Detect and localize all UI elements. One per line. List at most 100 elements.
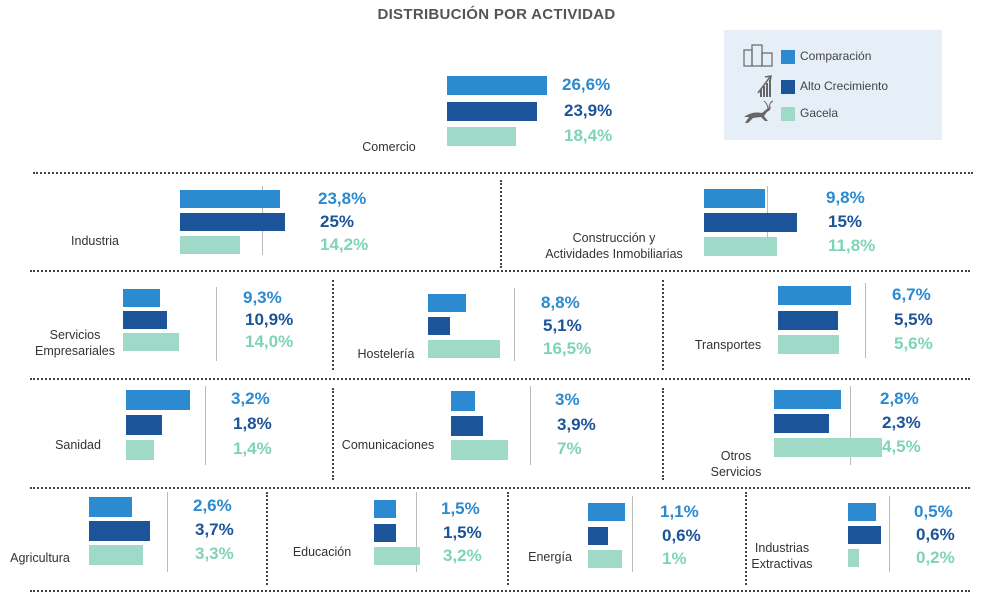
wifi-icon bbox=[370, 392, 420, 434]
value-alto-crecimiento: 3,7% bbox=[195, 520, 234, 539]
value-comparacion: 9,3% bbox=[243, 288, 282, 307]
value-alto-crecimiento: 1,5% bbox=[443, 523, 482, 542]
value-comparacion: 3,2% bbox=[231, 389, 270, 408]
value-alto-crecimiento: 5,1% bbox=[543, 316, 582, 335]
row-separator bbox=[30, 378, 970, 380]
bar-alto-crecimiento bbox=[89, 521, 150, 541]
column-separator bbox=[507, 492, 509, 585]
bar-comparacion bbox=[428, 294, 466, 312]
bar-gacela bbox=[774, 438, 882, 457]
barrier-icon bbox=[780, 497, 828, 539]
value-comparacion: 1,5% bbox=[441, 499, 480, 518]
bar-comparacion bbox=[774, 390, 841, 409]
value-gacela: 16,5% bbox=[543, 339, 592, 358]
value-alto-crecimiento: 5,5% bbox=[894, 310, 933, 329]
reference-line bbox=[216, 287, 217, 361]
reference-line bbox=[865, 283, 866, 358]
value-comparacion: 9,8% bbox=[826, 188, 865, 207]
bar-comparacion bbox=[588, 503, 625, 521]
bar-comparacion bbox=[451, 391, 475, 411]
value-gacela: 18,4% bbox=[564, 126, 613, 145]
first-aid-kit-icon bbox=[56, 394, 102, 436]
bar-comparacion bbox=[180, 190, 280, 208]
lightbulb-icon bbox=[530, 502, 578, 546]
bar-gacela bbox=[778, 335, 839, 354]
bar-alto-crecimiento bbox=[704, 213, 797, 232]
value-alto-crecimiento: 0,6% bbox=[916, 525, 955, 544]
row-separator bbox=[30, 270, 970, 272]
legend-swatch-comparacion bbox=[781, 50, 795, 64]
value-alto-crecimiento: 23,9% bbox=[564, 101, 613, 120]
value-gacela: 4,5% bbox=[882, 437, 921, 456]
category-label: Industrias Extractivas bbox=[751, 541, 813, 571]
legend-label-gacela: Gacela bbox=[800, 106, 839, 120]
category-label: Comercio bbox=[362, 140, 416, 154]
bar-gacela bbox=[180, 236, 240, 254]
value-alto-crecimiento: 3,9% bbox=[557, 415, 596, 434]
people-icon bbox=[64, 287, 114, 325]
reference-line bbox=[632, 496, 633, 572]
bar-alto-crecimiento bbox=[123, 311, 167, 329]
house-icon bbox=[626, 190, 674, 232]
value-gacela: 1% bbox=[662, 549, 687, 568]
category-label: Transportes bbox=[694, 338, 762, 352]
cutlery-icon bbox=[362, 298, 418, 344]
legend-item-alto-crecimiento: Alto Crecimiento bbox=[724, 75, 942, 97]
carrot-icon bbox=[44, 502, 92, 546]
bar-comparacion bbox=[704, 189, 765, 208]
books-icon bbox=[304, 494, 350, 536]
value-comparacion: 8,8% bbox=[541, 293, 580, 312]
value-gacela: 14,2% bbox=[320, 235, 369, 254]
row-separator bbox=[30, 590, 970, 592]
value-gacela: 5,6% bbox=[894, 334, 933, 353]
shopping-cart-icon bbox=[368, 95, 412, 137]
bar-gacela bbox=[428, 340, 500, 358]
legend-item-comparacion: Comparación bbox=[724, 44, 942, 67]
value-comparacion: 0,5% bbox=[914, 502, 953, 521]
value-comparacion: 1,1% bbox=[660, 502, 699, 521]
legend: Comparación Alto Crecimiento Gacela bbox=[724, 30, 942, 140]
bar-alto-crecimiento bbox=[588, 527, 608, 545]
column-separator bbox=[662, 280, 664, 370]
bar-alto-crecimiento bbox=[774, 414, 829, 433]
value-alto-crecimiento: 15% bbox=[828, 212, 863, 231]
bar-alto-crecimiento bbox=[374, 524, 396, 542]
category-label: Comunicaciones bbox=[341, 438, 435, 452]
bar-comparacion bbox=[126, 390, 190, 410]
category-label: Sanidad bbox=[55, 438, 101, 452]
value-alto-crecimiento: 10,9% bbox=[245, 310, 294, 329]
bar-gacela bbox=[447, 127, 516, 146]
bar-gacela bbox=[374, 547, 420, 565]
chart-title: DISTRIBUCIÓN POR ACTIVIDAD bbox=[377, 6, 616, 23]
value-gacela: 14,0% bbox=[245, 332, 294, 351]
bar-comparacion bbox=[123, 289, 160, 307]
value-gacela: 11,8% bbox=[828, 236, 876, 255]
column-separator bbox=[332, 388, 334, 480]
bar-gacela bbox=[126, 440, 154, 460]
column-separator bbox=[266, 492, 268, 585]
bar-alto-crecimiento bbox=[848, 526, 881, 544]
column-separator bbox=[332, 280, 334, 370]
growth-arrow-icon bbox=[757, 75, 772, 97]
legend-label-comparacion: Comparación bbox=[800, 49, 872, 63]
category-label: Agricultura bbox=[10, 551, 70, 565]
value-gacela: 7% bbox=[557, 439, 582, 458]
category-label: Servicios Empresariales bbox=[35, 328, 115, 358]
category-label: Energía bbox=[528, 550, 572, 564]
column-separator bbox=[500, 180, 502, 268]
buildings-icon bbox=[743, 44, 773, 67]
reference-line bbox=[205, 386, 206, 465]
category-label: Industria bbox=[71, 234, 119, 248]
value-alto-crecimiento: 2,3% bbox=[882, 413, 921, 432]
bar-comparacion bbox=[374, 500, 396, 518]
legend-swatch-alto-crecimiento bbox=[781, 80, 795, 94]
reference-line bbox=[167, 492, 168, 572]
gazelle-icon bbox=[744, 100, 774, 123]
bar-alto-crecimiento bbox=[778, 311, 838, 330]
value-comparacion: 2,6% bbox=[193, 496, 232, 515]
value-gacela: 3,3% bbox=[195, 544, 234, 563]
category-label: Construcción y Actividades Inmobiliarias bbox=[545, 231, 683, 261]
category-label: Otros Servicios bbox=[710, 449, 762, 479]
row-separator bbox=[30, 487, 970, 489]
bar-alto-crecimiento bbox=[428, 317, 450, 335]
